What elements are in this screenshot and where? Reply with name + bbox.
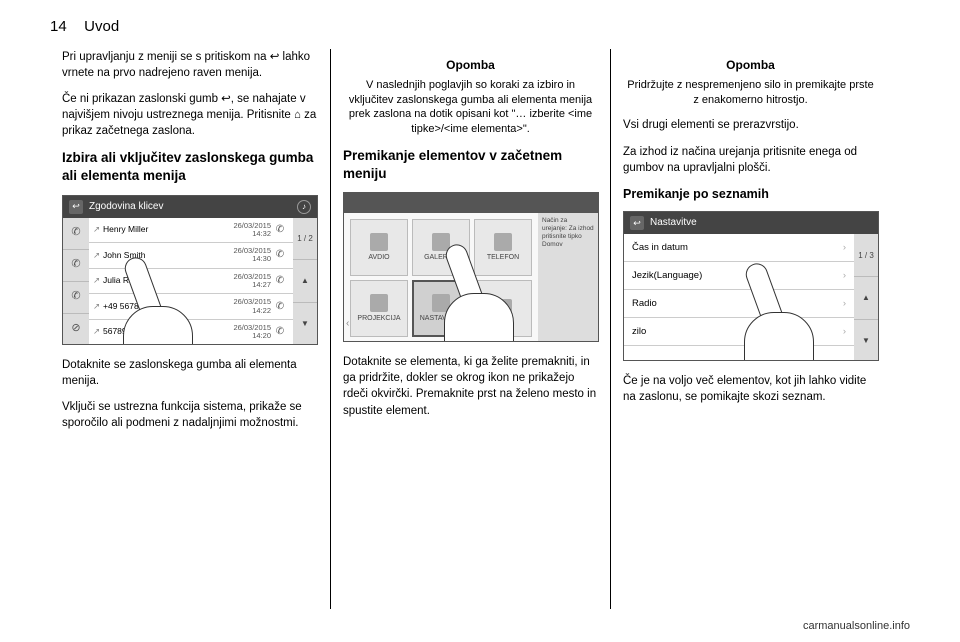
tile-empty (474, 280, 532, 337)
ss3-settings-list: Čas in datum› Jezik(Language)› Radio› zi… (624, 234, 854, 361)
manual-page: 14 Uvod Pri upravljanju z meniji se s pr… (0, 0, 960, 642)
list-item: Radio› (624, 290, 854, 318)
page-indicator: 1 / 3 (854, 234, 878, 277)
up-icon: ▲ (854, 277, 878, 320)
chevron-right-icon: › (843, 241, 846, 254)
content-columns: Pri upravljanju z meniji se s pritiskom … (50, 49, 910, 609)
call-icon: ✆ (271, 325, 289, 339)
ss1-title: Zgodovina klicev (89, 200, 163, 214)
note-box: Opomba V naslednjih poglavjih so koraki … (343, 57, 598, 137)
list-item: ↗Julia R26/03/201514:27✆ (89, 269, 293, 295)
music-icon: ♪ (297, 200, 311, 214)
call-icon: ✆ (271, 248, 289, 262)
settings-icon (432, 294, 450, 312)
ss2-side-hint: Način za urejanje: Za izhod pritisnite t… (538, 213, 598, 342)
chevron-left-icon: ‹ (346, 317, 349, 331)
ss1-call-list: ↗Henry Miller26/03/201514:32✆ ↗John Smit… (89, 218, 293, 345)
tile-projection: PROJEKCIJA (350, 280, 408, 337)
list-item: zilo› (624, 318, 854, 346)
list-item: ↗Henry Miller26/03/201514:32✆ (89, 218, 293, 244)
up-icon: ▲ (293, 260, 317, 303)
ss2-tile-grid: AVDIO GALERIJA TELEFON PROJEKCIJA NASTAV… (344, 213, 538, 342)
chevron-right-icon: › (843, 269, 846, 282)
blank-icon (494, 299, 512, 317)
column-2: Opomba V naslednjih poglavjih so koraki … (330, 49, 610, 609)
paragraph: Dotaknite se zaslonskega gumba ali eleme… (62, 357, 318, 389)
paragraph: Če ni prikazan zaslonski gumb ↩, se naha… (62, 91, 318, 139)
heading: Premikanje elementov v začetnem meniju (343, 147, 598, 182)
call-icon: ✆ (271, 300, 289, 314)
footer-url: carmanualsonline.info (803, 620, 910, 632)
tile-gallery: GALERIJA (412, 219, 470, 276)
ss3-title: Nastavitve (650, 216, 697, 230)
tile-audio: AVDIO (350, 219, 408, 276)
phone-out-icon: ✆ (63, 250, 89, 282)
paragraph: Vsi drugi elementi se prerazvrstijo. (623, 117, 878, 133)
list-item: Čas in datum› (624, 234, 854, 262)
ss2-titlebar (344, 193, 598, 213)
note-body: Pridržujte z nespremenjeno silo in premi… (623, 78, 878, 108)
back-icon: ↩ (69, 200, 83, 214)
ss1-titlebar: ↩ Zgodovina klicev ♪ (63, 196, 317, 218)
phone-missed-icon: ⊘ (63, 314, 89, 345)
down-icon: ▼ (293, 303, 317, 345)
ss1-pager: 1 / 2 ▲ ▼ (293, 218, 317, 345)
audio-icon (370, 233, 388, 251)
page-number: 14 (50, 18, 80, 35)
back-icon: ↩ (630, 216, 644, 230)
ss3-titlebar: ↩ Nastavitve (624, 212, 878, 234)
down-icon: ▼ (854, 320, 878, 362)
paragraph: Pri upravljanju z meniji se s pritiskom … (62, 49, 318, 81)
screenshot-call-history: ↩ Zgodovina klicev ♪ ✆ ✆ ✆ ⊘ ↗Henry Mill… (62, 195, 318, 345)
ss3-pager: 1 / 3 ▲ ▼ (854, 234, 878, 361)
ss1-filter-column: ✆ ✆ ✆ ⊘ (63, 218, 89, 345)
list-item: Jezik(Language)› (624, 262, 854, 290)
note-body: V naslednjih poglavjih so koraki za izbi… (343, 78, 598, 137)
paragraph: Za izhod iz načina urejanja pritisnite e… (623, 144, 878, 176)
projection-icon (370, 294, 388, 312)
page-header: 14 Uvod (50, 18, 910, 35)
chevron-right-icon: › (843, 325, 846, 338)
column-3: Opomba Pridržujte z nespremenjeno silo i… (610, 49, 890, 609)
phone-all-icon: ✆ (63, 218, 89, 250)
tile-settings: NASTAVITVE (412, 280, 470, 337)
note-title: Opomba (343, 57, 598, 74)
paragraph: Dotaknite se elementa, ki ga želite prem… (343, 354, 598, 418)
note-box: Opomba Pridržujte z nespremenjeno silo i… (623, 57, 878, 107)
phone-in-icon: ✆ (63, 282, 89, 314)
heading: Premikanje po seznamih (623, 186, 878, 204)
screenshot-home-grid: AVDIO GALERIJA TELEFON PROJEKCIJA NASTAV… (343, 192, 599, 342)
paragraph: Vključi se ustrezna funkcija sistema, pr… (62, 399, 318, 431)
list-item: ↗John Smith26/03/201514:30✆ (89, 243, 293, 269)
section-title: Uvod (84, 18, 119, 35)
page-indicator: 1 / 2 (293, 218, 317, 261)
screenshot-settings-list: ↩ Nastavitve Čas in datum› Jezik(Languag… (623, 211, 879, 361)
paragraph: Če je na voljo več elementov, kot jih la… (623, 373, 878, 405)
chevron-right-icon: › (843, 297, 846, 310)
gallery-icon (432, 233, 450, 251)
column-1: Pri upravljanju z meniji se s pritiskom … (50, 49, 330, 609)
list-item: ↗ 56789126/03/201514:20✆ (89, 320, 293, 345)
tile-phone: TELEFON (474, 219, 532, 276)
call-icon: ✆ (271, 223, 289, 237)
call-icon: ✆ (271, 274, 289, 288)
note-title: Opomba (623, 57, 878, 74)
list-item: ↗+49 5678926/03/201514:22✆ (89, 294, 293, 320)
heading: Izbira ali vključitev zaslonskega gumba … (62, 149, 318, 184)
phone-icon (494, 233, 512, 251)
